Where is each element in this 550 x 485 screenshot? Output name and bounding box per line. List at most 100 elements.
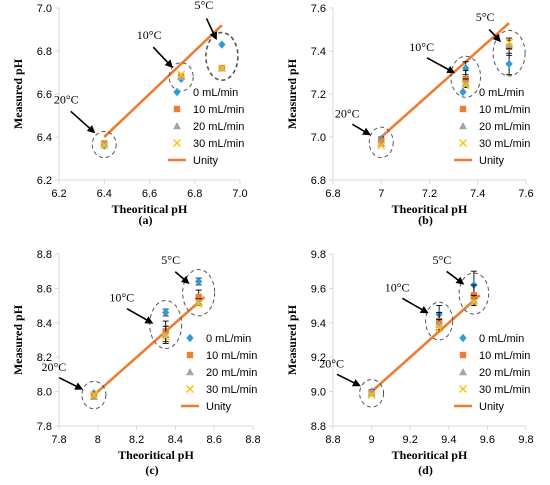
legend-marker: [459, 368, 467, 376]
legend-label: 10 mL/min: [193, 104, 244, 116]
data-point: [195, 277, 203, 286]
panel-caption: (b): [418, 213, 433, 227]
legend-marker: [459, 105, 467, 113]
legend-label: Unity: [479, 401, 505, 413]
legend-label: 20 mL/min: [479, 367, 530, 379]
y-tick-label: 7.4: [311, 46, 326, 58]
x-tick-label: 8.6: [207, 434, 222, 446]
panel-caption: (c): [145, 463, 158, 477]
legend-marker: [173, 105, 181, 113]
legend-marker: [173, 122, 181, 130]
legend-marker: [186, 385, 194, 393]
temperature-annotation: 10°C: [109, 291, 134, 305]
temperature-annotation: 5°C: [194, 0, 213, 12]
legend-marker: [459, 122, 467, 130]
panel-caption: (a): [139, 213, 153, 227]
legend-label: 0 mL/min: [193, 87, 238, 99]
legend-label: 20 mL/min: [193, 121, 244, 133]
legend-marker: [459, 139, 467, 147]
x-tick-label: 6.2: [51, 188, 66, 200]
data-point: [505, 59, 513, 69]
legend-label: 10 mL/min: [479, 104, 530, 116]
legend-label: 30 mL/min: [193, 138, 244, 150]
chart-panel: 8.8 9.0 9.2 9.4 9.6 9.8 8.8 9 9.2 9.4 9.6 9.8 Theori…: [285, 249, 534, 477]
y-tick-label: 9.6: [311, 283, 326, 295]
x-tick-label: 7.4: [470, 188, 485, 200]
legend: 0 mL/min 10 mL/min 20 mL/min 30 mL/min Unity: [168, 87, 244, 167]
cluster-circle: [450, 55, 482, 98]
cluster-circle: [91, 130, 117, 159]
y-tick-label: 8.4: [37, 318, 52, 330]
data-point: [218, 40, 226, 49]
data-point: [89, 392, 98, 400]
legend-marker: [459, 87, 467, 97]
data-point: [161, 330, 170, 339]
data-point: [461, 79, 470, 87]
x-tick-label: 7.8: [51, 434, 66, 446]
legend-label: 0 mL/min: [479, 87, 524, 99]
cluster-circle: [492, 29, 526, 77]
legend-label: 30 mL/min: [479, 384, 530, 396]
data-point: [469, 296, 478, 304]
annotation-arrow: [152, 46, 173, 69]
unity-line: [103, 24, 223, 138]
legend: 0 mL/min 10 mL/min 20 mL/min 30 mL/min Unity: [181, 333, 257, 413]
x-tick-label: 8.8: [245, 434, 260, 446]
data-point: [195, 293, 202, 301]
x-tick-label: 6.6: [142, 188, 157, 200]
x-tick-label: 7.6: [518, 188, 533, 200]
legend-label: 30 mL/min: [206, 384, 257, 396]
x-tick-label: 6.8: [325, 188, 340, 200]
unity-line: [370, 294, 481, 393]
cluster-circle: [81, 380, 107, 410]
legend-label: 20 mL/min: [479, 121, 530, 133]
annotation-arrow: [336, 373, 361, 387]
data-point: [367, 389, 376, 397]
legend-label: Unity: [193, 155, 219, 167]
legend-label: Unity: [479, 155, 505, 167]
data-point: [100, 141, 109, 150]
legend-label: 0 mL/min: [206, 333, 251, 345]
data-point: [461, 81, 470, 90]
cluster-circle: [458, 272, 490, 315]
cluster-circle: [168, 62, 194, 92]
data-point: [367, 391, 376, 400]
cluster-circle: [182, 269, 216, 317]
legend-marker: [459, 385, 467, 393]
temperature-annotation: 20°C: [54, 92, 79, 106]
cluster-circle: [149, 299, 183, 350]
chart-panel: 6.8 7.0 7.2 7.4 7.6 6.8 7 7.2 7.4 7.6 Theoritical …: [285, 3, 534, 227]
x-tick-label: 8.2: [129, 434, 144, 446]
legend-marker: [186, 368, 194, 376]
data-point: [469, 298, 478, 307]
annotation-arrow: [401, 297, 429, 314]
unity-line: [93, 296, 206, 397]
data-point: [89, 391, 98, 400]
annotation-arrow: [205, 18, 217, 41]
x-axis-title: Theoritical pH: [392, 202, 468, 216]
legend-marker: [459, 351, 467, 359]
y-tick-label: 7.6: [311, 3, 326, 15]
x-tick-label: 9: [369, 434, 375, 446]
data-point: [435, 323, 444, 332]
data-point: [194, 299, 203, 308]
temperature-annotation: 5°C: [161, 253, 180, 267]
temperature-annotation: 20°C: [319, 357, 344, 371]
y-tick-label: 6.8: [311, 175, 326, 187]
temperature-annotation: 20°C: [42, 360, 67, 374]
cluster-circle: [425, 301, 454, 341]
y-tick-label: 7.0: [37, 3, 52, 15]
y-tick-label: 6.2: [37, 175, 52, 187]
data-point: [377, 139, 386, 147]
chart-panel: 7.8 8.0 8.2 8.4 8.6 8.8 7.8 8 8.2 8.4 8.6 8.8 Theori…: [11, 249, 261, 477]
y-tick-label: 8.2: [37, 352, 52, 364]
x-tick-label: 7.0: [232, 188, 247, 200]
temperature-annotation: 10°C: [137, 28, 162, 42]
data-point: [177, 70, 186, 79]
x-tick-label: 6.8: [187, 188, 202, 200]
data-point: [377, 141, 386, 150]
legend-marker: [459, 333, 467, 343]
y-tick-label: 8.8: [37, 249, 52, 261]
x-tick-label: 9.6: [480, 434, 495, 446]
legend-marker: [173, 139, 181, 147]
